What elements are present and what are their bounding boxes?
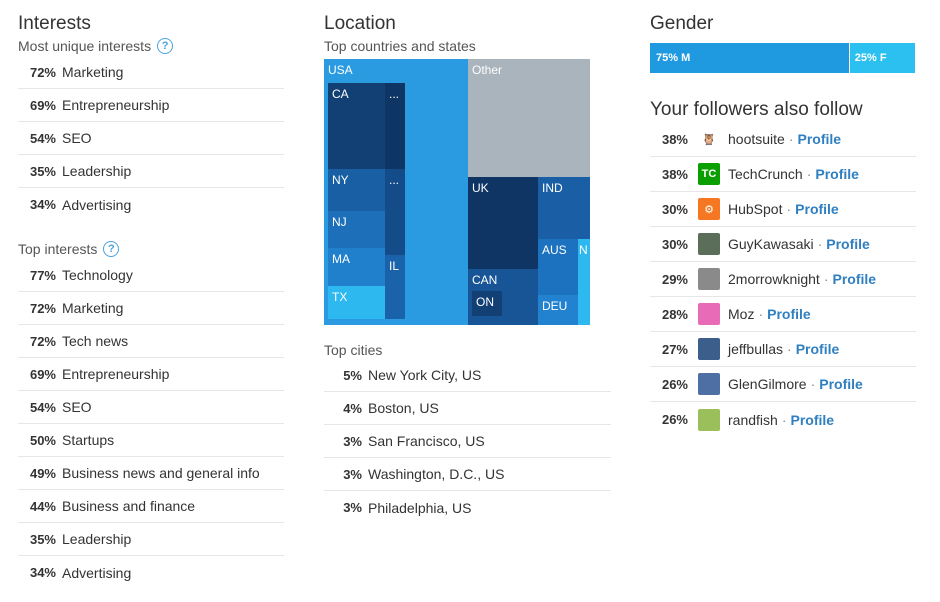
treemap-tile-on[interactable]: ON xyxy=(472,291,502,316)
list-item: 72% Marketing xyxy=(18,292,284,325)
list-item: 34% Advertising xyxy=(29,564,132,581)
follow-item: 26% GlenGilmore · Profile xyxy=(650,367,916,402)
gender-title: Gender xyxy=(650,13,714,34)
avatar[interactable]: TC xyxy=(698,163,720,185)
treemap-tile-tx[interactable]: TX xyxy=(328,286,385,319)
interests-title: Interests xyxy=(18,13,91,34)
account-name[interactable]: Moz xyxy=(728,306,755,322)
help-icon[interactable]: ? xyxy=(157,38,174,54)
unique-interests-label: Most unique interests ? xyxy=(18,38,174,54)
location-title: Location xyxy=(324,13,396,34)
avatar[interactable] xyxy=(698,338,720,360)
profile-link[interactable]: Profile xyxy=(795,201,839,217)
treemap-tile-uk[interactable]: UK xyxy=(468,177,538,269)
treemap-tile-other[interactable]: Other xyxy=(468,59,590,177)
account-name[interactable]: GlenGilmore xyxy=(728,376,807,392)
follows-title: Your followers also follow xyxy=(650,99,863,120)
profile-link[interactable]: Profile xyxy=(790,411,835,428)
account-name[interactable]: jeffbullas xyxy=(728,341,784,357)
list-item: 49% Business news and general info xyxy=(18,457,284,490)
treemap-tile-ind[interactable]: IND xyxy=(538,177,590,239)
list-item: 3% Washington, D.C., US xyxy=(324,458,611,491)
top-cities-list: 5% New York City, US 4% Boston, US 3% San F… xyxy=(324,359,611,524)
follow-item: 26% randfish · Profile xyxy=(650,402,916,437)
list-item: 3% Philadelphia, US xyxy=(343,499,472,516)
follow-item: 28% Moz · Profile xyxy=(650,297,916,332)
profile-link[interactable]: Profile xyxy=(795,341,840,357)
follow-item: 38% 🦉 hootsuite · Profile xyxy=(650,122,916,157)
profile-link[interactable]: Profile xyxy=(832,271,877,287)
follow-item: 27% jeffbullas · Profile xyxy=(650,332,916,367)
list-item: 72% Marketing xyxy=(18,56,284,89)
profile-link[interactable]: Profile xyxy=(767,306,811,322)
follow-item: 29% 2morrowknight · Profile xyxy=(650,262,916,297)
list-item: 44% Business and finance xyxy=(18,490,284,523)
help-icon[interactable]: ? xyxy=(103,241,120,257)
treemap-tile-ca[interactable]: CA xyxy=(328,83,385,169)
avatar[interactable]: 🦉 xyxy=(698,128,720,150)
account-name[interactable]: 2morrowknight xyxy=(728,271,820,287)
list-item: 50% Startups xyxy=(18,424,284,457)
avatar[interactable] xyxy=(698,408,720,431)
profile-link[interactable]: Profile xyxy=(797,131,842,147)
list-item: 69% Entrepreneurship xyxy=(18,358,284,391)
top-countries-label: Top countries and states xyxy=(324,38,476,54)
list-item: 35% Leadership xyxy=(18,155,284,188)
follows-list: 38% 🦉 hootsuite · Profile 38% TC TechCrunch · Pro… xyxy=(650,122,916,437)
avatar[interactable]: ⚙ xyxy=(698,198,720,220)
top-cities-label: Top cities xyxy=(324,342,383,358)
list-item: 4% Boston, US xyxy=(324,392,611,425)
follow-item: 38% TC TechCrunch · Profile xyxy=(650,157,916,192)
account-name[interactable]: TechCrunch xyxy=(728,166,803,182)
gender-bar-female: 25% F xyxy=(848,43,915,73)
treemap-tile-nj[interactable]: NJ xyxy=(328,211,385,248)
profile-link[interactable]: Profile xyxy=(819,376,863,392)
top-interests-label: Top interests ? xyxy=(18,241,120,257)
list-item: 34% Advertising xyxy=(29,196,132,213)
list-item: 69% Entrepreneurship xyxy=(18,89,284,122)
list-item: 5% New York City, US xyxy=(324,359,611,392)
profile-link[interactable]: Profile xyxy=(815,166,859,182)
location-treemap: USA CA NY NJ MA TX ... ... IL Other UK C… xyxy=(324,59,590,325)
list-item: 77% Technology xyxy=(18,259,284,292)
list-item: 54% SEO xyxy=(18,122,284,155)
account-name[interactable]: GuyKawasaki xyxy=(728,236,814,252)
treemap-tile-dots-2[interactable]: ... xyxy=(385,169,405,255)
top-interests-list: 77% Technology 72% Marketing 72% Tech news … xyxy=(18,259,284,589)
follow-item: 30% ⚙ HubSpot · Profile xyxy=(650,192,916,227)
treemap-tile-aus[interactable]: AUS xyxy=(538,239,578,295)
list-item: 54% SEO xyxy=(18,391,284,424)
list-item: 72% Tech news xyxy=(18,325,284,358)
treemap-tile-n[interactable]: N xyxy=(578,239,590,325)
treemap-tile-dots-1[interactable]: ... xyxy=(385,83,405,169)
list-item: 3% San Francisco, US xyxy=(324,425,611,458)
avatar[interactable] xyxy=(698,233,720,255)
gender-bar-male: 75% M xyxy=(650,43,849,73)
list-item: 35% Leadership xyxy=(18,523,284,556)
account-name[interactable]: randfish xyxy=(728,411,778,428)
account-name[interactable]: HubSpot xyxy=(728,201,783,217)
profile-link[interactable]: Profile xyxy=(826,236,870,252)
treemap-tile-ny[interactable]: NY xyxy=(328,169,385,211)
gender-bar: 75% M 25% F xyxy=(650,43,915,73)
treemap-tile-deu[interactable]: DEU xyxy=(538,295,578,325)
treemap-tile-ma[interactable]: MA xyxy=(328,248,385,286)
avatar[interactable] xyxy=(698,268,720,290)
avatar[interactable] xyxy=(698,373,720,395)
avatar[interactable] xyxy=(698,303,720,325)
follow-item: 30% GuyKawasaki · Profile xyxy=(650,227,916,262)
treemap-tile-il[interactable]: IL xyxy=(385,255,405,319)
unique-interests-list: 72% Marketing 69% Entrepreneurship 54% SEO … xyxy=(18,56,284,221)
account-name[interactable]: hootsuite xyxy=(728,131,785,147)
